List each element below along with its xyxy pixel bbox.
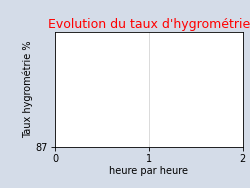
Title: Evolution du taux d'hygrométrie: Evolution du taux d'hygrométrie — [48, 18, 250, 31]
X-axis label: heure par heure: heure par heure — [109, 166, 188, 176]
Y-axis label: Taux hygrométrie %: Taux hygrométrie % — [22, 41, 33, 138]
